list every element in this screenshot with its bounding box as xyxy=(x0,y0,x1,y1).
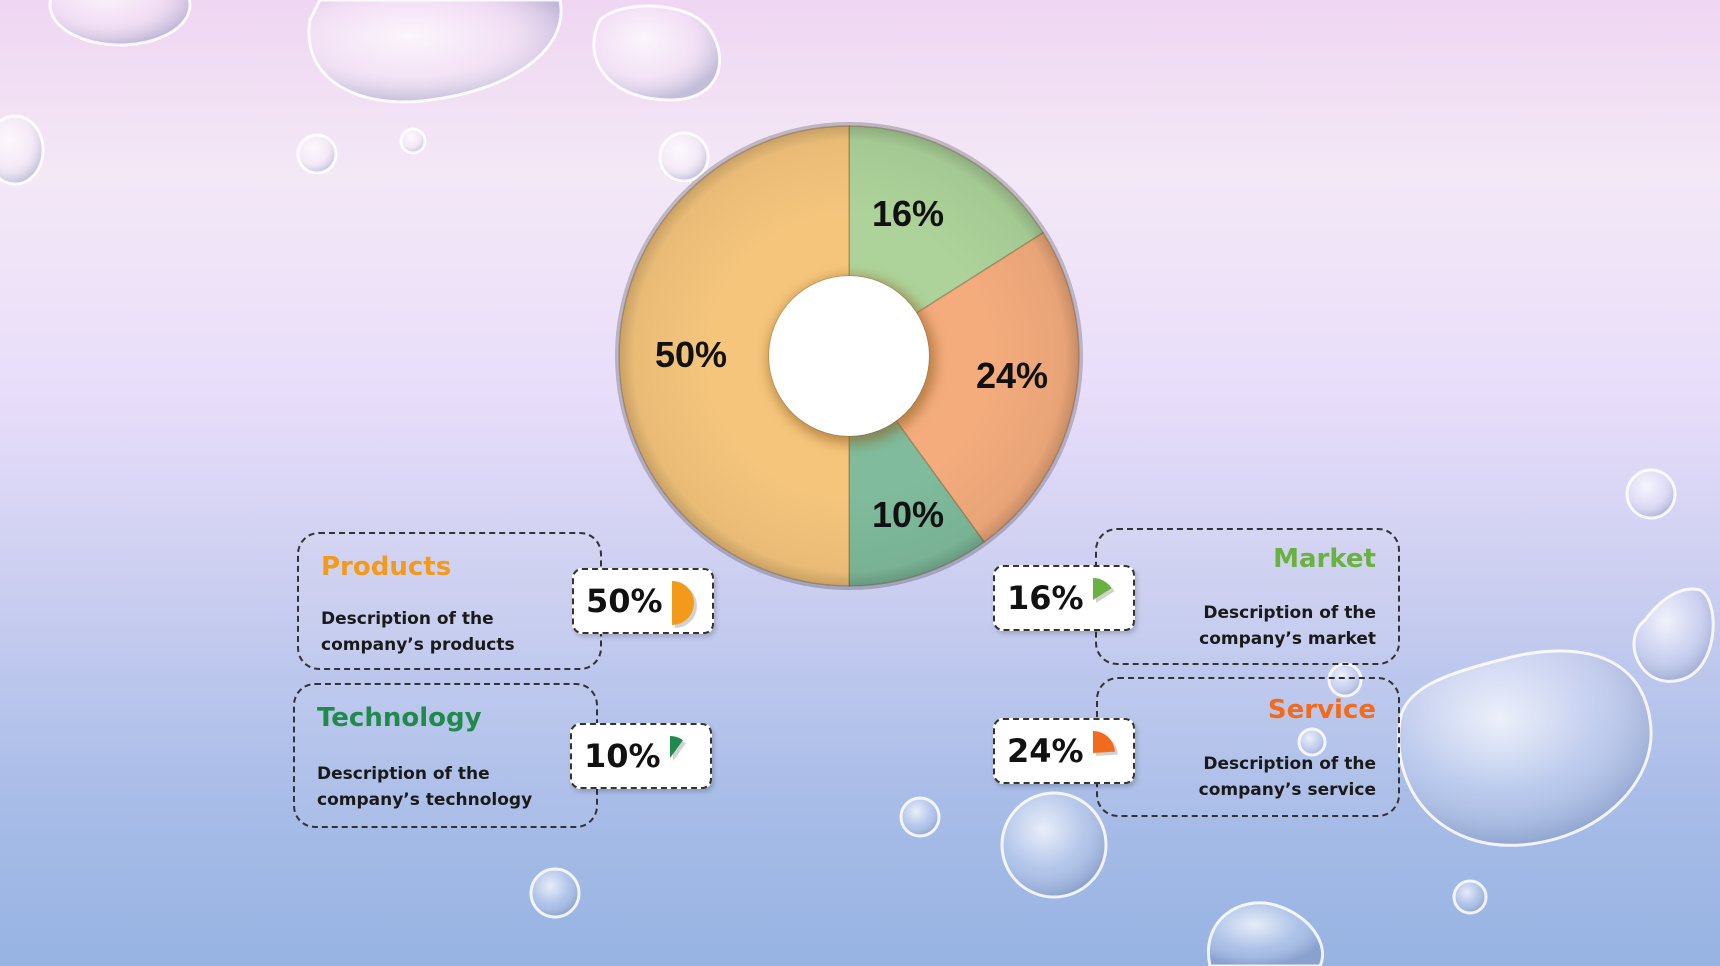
slice-label-service: 24% xyxy=(976,355,1048,396)
slice-label-market: 16% xyxy=(872,193,944,234)
card-products: Products Description of the company’s pr… xyxy=(297,532,602,670)
card-desc-products: Description of the company’s products xyxy=(321,606,601,658)
donut-hole xyxy=(769,276,929,436)
pie-icon-technology xyxy=(670,736,686,761)
card-technology: Technology Description of the company’s … xyxy=(293,683,598,828)
card-desc-line: company’s products xyxy=(321,635,515,655)
pie-icon-service xyxy=(1093,731,1118,756)
card-desc-technology: Description of the company’s technology xyxy=(317,761,597,813)
slice-label-products: 50% xyxy=(655,334,727,375)
card-service: Service Description of the company’s ser… xyxy=(1096,677,1400,817)
card-desc-service: Description of the company’s service xyxy=(1096,751,1376,803)
card-desc-line: Description of the xyxy=(321,609,494,629)
pct-box-products: 50% xyxy=(572,568,714,634)
pct-value-products: 50% xyxy=(586,582,663,620)
pie-icon-market xyxy=(1093,578,1115,603)
card-desc-line: Description of the xyxy=(1203,603,1376,623)
card-title-market: Market xyxy=(1273,544,1376,574)
card-title-products: Products xyxy=(321,552,452,582)
pct-box-service: 24% xyxy=(993,718,1135,784)
card-desc-line: Description of the xyxy=(1203,754,1376,774)
card-desc-market: Description of the company’s market xyxy=(1096,600,1376,652)
card-market: Market Description of the company’s mark… xyxy=(1095,528,1400,665)
pie-icon-wedge xyxy=(1093,578,1112,600)
pie-icon-products xyxy=(672,581,697,628)
card-title-service: Service xyxy=(1267,695,1376,725)
pie-icon-wedge xyxy=(672,581,694,625)
card-title-technology: Technology xyxy=(317,703,482,733)
pct-box-market: 16% xyxy=(993,565,1135,631)
pie-icon-wedge xyxy=(670,736,683,758)
pct-value-technology: 10% xyxy=(584,737,661,775)
pie-icon-wedge xyxy=(1093,731,1115,753)
card-desc-line: Description of the xyxy=(317,764,490,784)
pct-box-technology: 10% xyxy=(570,723,712,789)
pct-value-service: 24% xyxy=(1007,732,1084,770)
pct-value-market: 16% xyxy=(1007,579,1084,617)
card-desc-line: company’s market xyxy=(1199,629,1376,649)
slice-label-technology: 10% xyxy=(872,494,944,535)
card-desc-line: company’s service xyxy=(1198,780,1376,800)
card-desc-line: company’s technology xyxy=(317,790,533,810)
